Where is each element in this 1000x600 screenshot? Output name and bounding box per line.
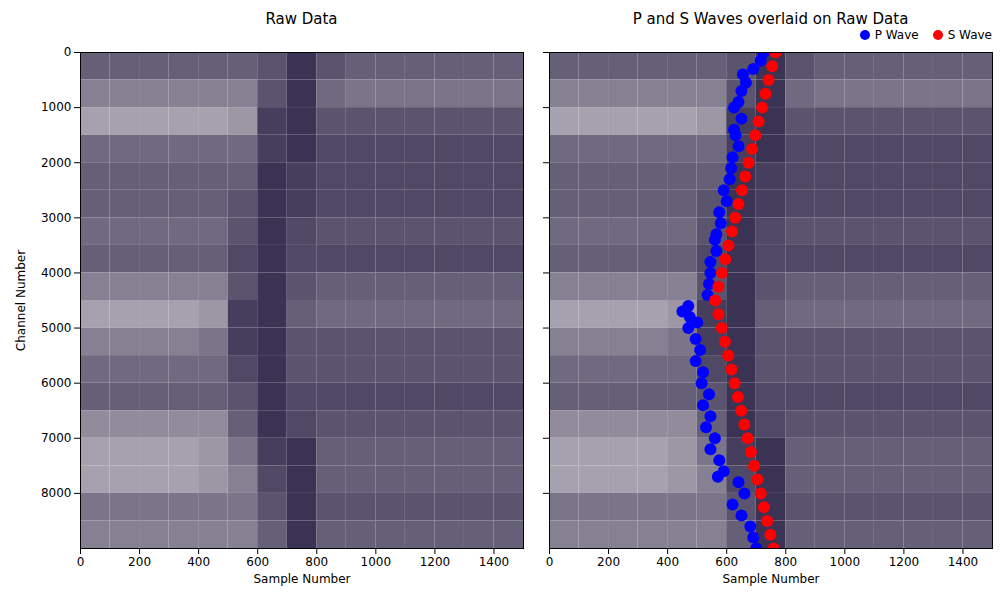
svg-text:400: 400 [656, 555, 679, 569]
svg-text:1400: 1400 [479, 555, 510, 569]
svg-text:5000: 5000 [41, 321, 72, 335]
svg-text:600: 600 [246, 555, 269, 569]
svg-text:1400: 1400 [948, 555, 979, 569]
svg-text:0: 0 [546, 555, 554, 569]
svg-text:400: 400 [187, 555, 210, 569]
svg-text:7000: 7000 [41, 431, 72, 445]
html-text:P Wave: P Wave [874, 28, 919, 42]
svg-text:2000: 2000 [41, 156, 72, 170]
html-text:S Wave: S Wave [947, 28, 992, 42]
svg-text:Channel Number: Channel Number [14, 250, 28, 351]
svg-text:1200: 1200 [889, 555, 920, 569]
svg-text:0: 0 [77, 555, 85, 569]
svg-text:4000: 4000 [41, 266, 72, 280]
svg-text:Sample Number: Sample Number [253, 572, 350, 586]
svg-text:800: 800 [305, 555, 328, 569]
svg-text:200: 200 [597, 555, 620, 569]
svg-text:800: 800 [774, 555, 797, 569]
html-text:P and S Waves overlaid on Raw: P and S Waves overlaid on Raw Data [632, 10, 909, 28]
svg-text:1000: 1000 [361, 555, 392, 569]
svg-text:0: 0 [64, 45, 72, 59]
svg-text:1000: 1000 [41, 100, 72, 114]
svg-text:600: 600 [715, 555, 738, 569]
html-text:Raw Data: Raw Data [265, 10, 338, 28]
svg-text:1000: 1000 [830, 555, 861, 569]
svg-text:1200: 1200 [420, 555, 451, 569]
svg-text:6000: 6000 [41, 376, 72, 390]
svg-text:8000: 8000 [41, 486, 72, 500]
svg-text:Sample Number: Sample Number [722, 572, 819, 586]
svg-text:3000: 3000 [41, 211, 72, 225]
svg-text:200: 200 [128, 555, 151, 569]
